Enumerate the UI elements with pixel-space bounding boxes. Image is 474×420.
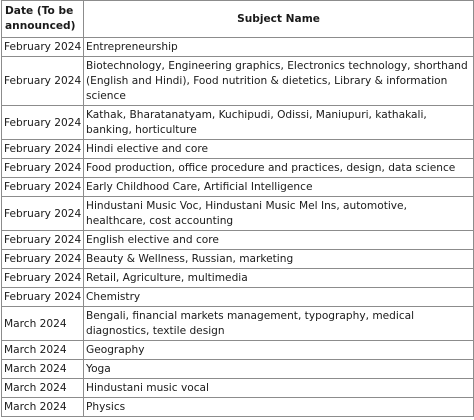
table-row: February 2024 Hindi elective and core bbox=[1, 139, 474, 159]
date-cell: February 2024 bbox=[1, 105, 84, 140]
date-cell: February 2024 bbox=[1, 230, 84, 250]
table-row: February 2024 Chemistry bbox=[1, 287, 474, 307]
date-cell: February 2024 bbox=[1, 158, 84, 178]
table-row: March 2024 Bengali, financial markets man… bbox=[1, 306, 474, 341]
subject-cell: English elective and core bbox=[83, 230, 474, 250]
date-cell: February 2024 bbox=[1, 139, 84, 159]
subject-column-header: Subject Name bbox=[83, 0, 474, 38]
table-row: February 2024 Kathak, Bharatanatyam, Kuch… bbox=[1, 105, 474, 140]
date-cell: February 2024 bbox=[1, 287, 84, 307]
subject-cell: Physics bbox=[83, 397, 474, 417]
table-row: February 2024 Hindustani Music Voc, Hindu… bbox=[1, 196, 474, 231]
table-header: Date (To be announced) Subject Name bbox=[1, 0, 474, 38]
table-row: February 2024 Retail, Agriculture, multim… bbox=[1, 268, 474, 288]
table-body: February 2024 Entrepreneurship February 20… bbox=[1, 37, 474, 417]
subject-cell: Hindustani music vocal bbox=[83, 378, 474, 398]
table-row: March 2024 Hindustani music vocal bbox=[1, 378, 474, 398]
subject-cell: Entrepreneurship bbox=[83, 37, 474, 57]
date-cell: February 2024 bbox=[1, 268, 84, 288]
date-cell: March 2024 bbox=[1, 397, 84, 417]
table-row: March 2024 Physics bbox=[1, 397, 474, 417]
table-row: February 2024 Entrepreneurship bbox=[1, 37, 474, 57]
table-row: February 2024 Biotechnology, Engineering … bbox=[1, 56, 474, 106]
table-row: February 2024 Beauty & Wellness, Russian,… bbox=[1, 249, 474, 269]
date-cell: February 2024 bbox=[1, 37, 84, 57]
subject-cell: Retail, Agriculture, multimedia bbox=[83, 268, 474, 288]
table-row: February 2024 Food production, office pro… bbox=[1, 158, 474, 178]
date-cell: March 2024 bbox=[1, 378, 84, 398]
subject-cell: Geography bbox=[83, 340, 474, 360]
subject-cell: Hindustani Music Voc, Hindustani Music M… bbox=[83, 196, 474, 231]
date-cell: February 2024 bbox=[1, 249, 84, 269]
subject-cell: Kathak, Bharatanatyam, Kuchipudi, Odissi… bbox=[83, 105, 474, 140]
date-cell: February 2024 bbox=[1, 196, 84, 231]
subject-cell: Bengali, financial markets management, t… bbox=[83, 306, 474, 341]
date-cell: March 2024 bbox=[1, 359, 84, 379]
subject-cell: Biotechnology, Engineering graphics, Ele… bbox=[83, 56, 474, 106]
date-cell: March 2024 bbox=[1, 340, 84, 360]
subject-cell: Food production, office procedure and pr… bbox=[83, 158, 474, 178]
date-cell: March 2024 bbox=[1, 306, 84, 341]
date-column-header: Date (To be announced) bbox=[1, 0, 84, 38]
subject-cell: Yoga bbox=[83, 359, 474, 379]
table-row: February 2024 English elective and core bbox=[1, 230, 474, 250]
subject-cell: Beauty & Wellness, Russian, marketing bbox=[83, 249, 474, 269]
table-row: March 2024 Yoga bbox=[1, 359, 474, 379]
date-cell: February 2024 bbox=[1, 56, 84, 106]
subject-cell: Early Childhood Care, Artificial Intelli… bbox=[83, 177, 474, 197]
header-row: Date (To be announced) Subject Name bbox=[1, 0, 474, 38]
table-row: March 2024 Geography bbox=[1, 340, 474, 360]
table-row: February 2024 Early Childhood Care, Artif… bbox=[1, 177, 474, 197]
date-cell: February 2024 bbox=[1, 177, 84, 197]
subject-cell: Hindi elective and core bbox=[83, 139, 474, 159]
subject-cell: Chemistry bbox=[83, 287, 474, 307]
